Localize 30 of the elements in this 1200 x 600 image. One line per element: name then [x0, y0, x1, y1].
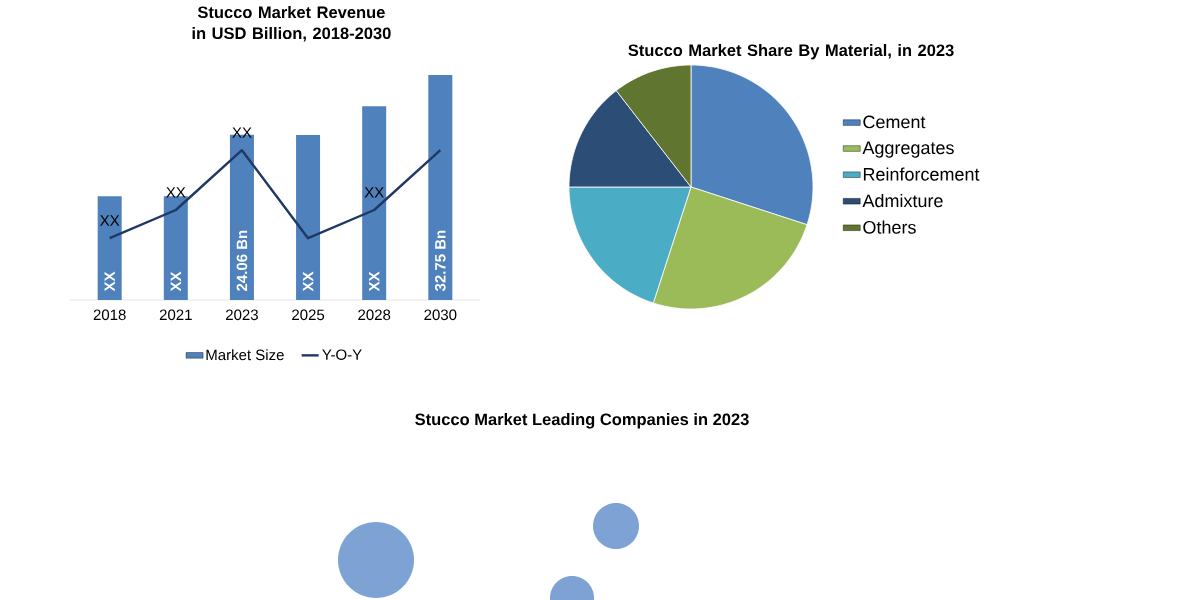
- legend-label: Market Size: [206, 349, 284, 361]
- text: Stucco Market Leading Companies in 2023: [415, 413, 749, 429]
- chart-title: Stucco Market Revenue in USD Billion, 2018-2030: [192, 5, 391, 42]
- x-tick-label: 2028: [358, 309, 391, 321]
- data-label: XX: [104, 271, 115, 292]
- legend-label: Admixture: [862, 193, 943, 208]
- bar: [362, 106, 387, 300]
- x-tick-label: 2021: [159, 309, 192, 321]
- data-label: XX: [369, 271, 380, 292]
- data-label: 32.75 Bn: [435, 230, 446, 292]
- data-label: XX: [302, 271, 314, 292]
- data-label: XX: [364, 187, 384, 198]
- bar: [428, 74, 453, 300]
- legend-label: Reinforcement: [863, 167, 980, 181]
- x-tick-label: 2023: [226, 309, 258, 321]
- x-tick-label: 2030: [424, 309, 457, 321]
- bar: [97, 196, 122, 300]
- x-tick-label: 2018: [93, 309, 126, 321]
- bar: [163, 196, 188, 300]
- chart-title: Stucco Market Share By Material, in 2023: [628, 44, 954, 60]
- legend-label: Aggregates: [862, 141, 954, 158]
- data-label: 24.06 Bn: [236, 230, 248, 291]
- data-label: XX: [100, 215, 120, 226]
- legend-label: Others: [863, 220, 916, 234]
- legend-label: Y-O-Y: [322, 349, 362, 360]
- bar: [296, 135, 321, 300]
- x-tick-label: 2025: [292, 309, 325, 321]
- legend-label: Cement: [863, 115, 926, 129]
- data-label: XX: [170, 271, 181, 292]
- data-label: XX: [166, 187, 186, 198]
